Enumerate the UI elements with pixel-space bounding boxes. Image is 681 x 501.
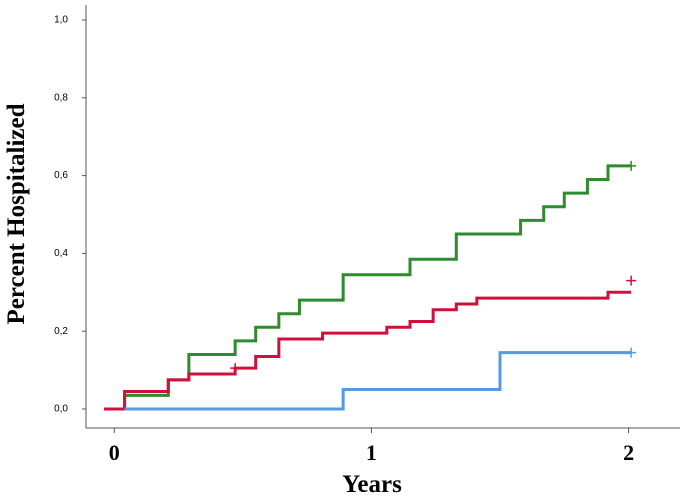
step-line — [104, 290, 632, 411]
x-tick-label: 2 — [623, 440, 634, 465]
censor-mark — [230, 363, 241, 374]
y-tick-label: 0,6 — [54, 170, 68, 181]
y-axis-label: Percent Hospitalized — [3, 103, 30, 324]
censor-mark — [626, 347, 637, 358]
y-tick-label: 1,0 — [54, 15, 68, 26]
y-tick-label: 0,4 — [54, 248, 68, 259]
censor-mark — [626, 275, 637, 286]
step-line — [104, 164, 632, 411]
y-tick-label: 0,0 — [54, 404, 68, 415]
y-tick-label: 0,8 — [54, 92, 68, 103]
y-tick-label: 0,2 — [54, 326, 68, 337]
step-line — [124, 351, 632, 411]
censor-mark — [626, 160, 637, 171]
x-axis-label: Years — [342, 471, 402, 498]
x-tick-label: 0 — [109, 440, 120, 465]
x-tick-label: 1 — [366, 440, 377, 465]
